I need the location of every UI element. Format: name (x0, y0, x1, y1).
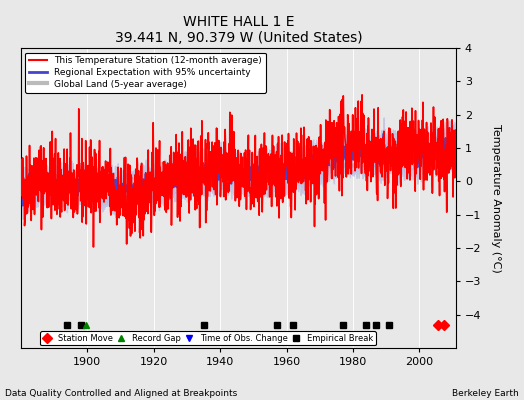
Text: Data Quality Controlled and Aligned at Breakpoints: Data Quality Controlled and Aligned at B… (5, 389, 237, 398)
Text: Berkeley Earth: Berkeley Earth (452, 389, 519, 398)
Legend: Station Move, Record Gap, Time of Obs. Change, Empirical Break: Station Move, Record Gap, Time of Obs. C… (40, 331, 376, 345)
Title: WHITE HALL 1 E
39.441 N, 90.379 W (United States): WHITE HALL 1 E 39.441 N, 90.379 W (Unite… (115, 15, 362, 46)
Y-axis label: Temperature Anomaly (°C): Temperature Anomaly (°C) (491, 124, 501, 272)
